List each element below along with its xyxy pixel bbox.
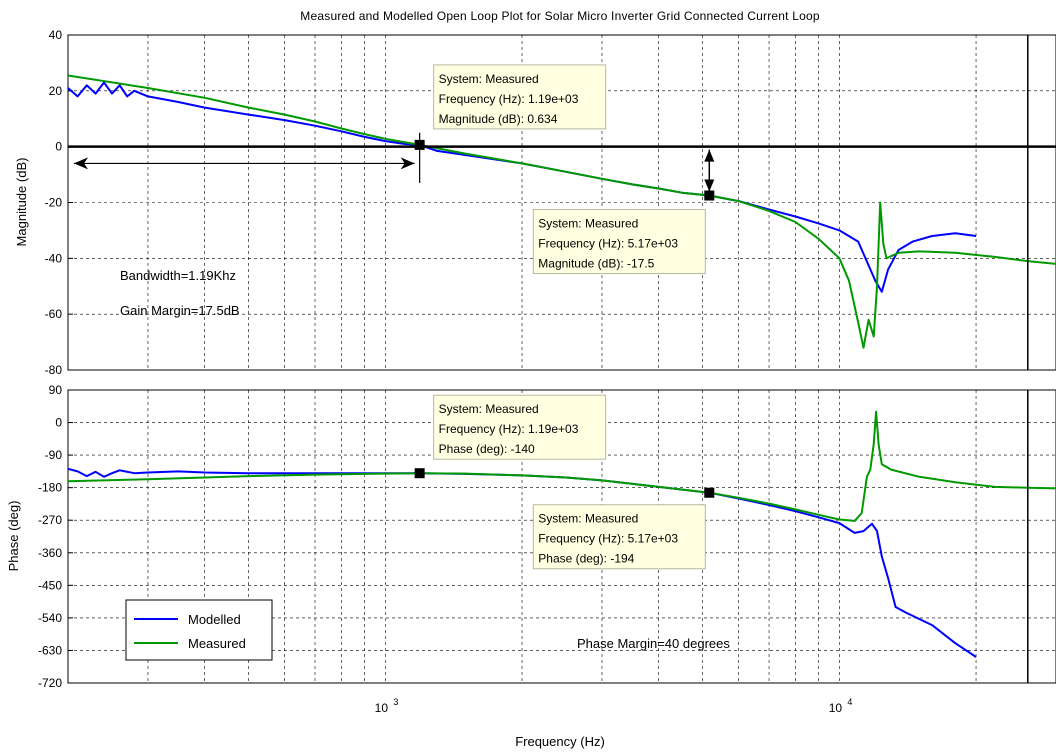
magnitude-y-tick-label: -40	[45, 251, 63, 265]
datatip-line: Phase (deg): -194	[538, 552, 634, 566]
magnitude-y-tick-label: 20	[49, 84, 63, 98]
phase-y-tick-label: 0	[55, 416, 62, 430]
gain-margin-arrow-bottom-head	[704, 179, 715, 192]
annotations-layer: Bandwidth=1.19Khz Gain Margin=17.5dB Phase…	[120, 268, 730, 651]
magnitude-measured-line	[68, 74, 1056, 349]
phase-y-tick-label: -720	[38, 676, 62, 690]
magnitude-y-tick-label: -80	[45, 363, 63, 377]
magnitude-y-tick-label: 0	[55, 140, 62, 154]
chart-title: Measured and Modelled Open Loop Plot for…	[300, 9, 820, 23]
data-marker	[414, 139, 425, 150]
datatip-box	[532, 209, 706, 275]
datatip-line: Frequency (Hz): 5.17e+03	[538, 532, 678, 546]
magnitude-overlay	[68, 35, 1056, 370]
datatip-line: Phase (deg): -140	[439, 442, 535, 456]
legend-label-modelled: Modelled	[188, 612, 241, 627]
datatip-line: System: Measured	[439, 72, 539, 86]
datatip-box	[433, 64, 607, 130]
datatip-line: System: Measured	[538, 512, 638, 526]
data-marker	[704, 487, 715, 498]
magnitude-y-tick-label: -60	[45, 307, 63, 321]
magnitude-y-ticks: 40 20 0 -20 -40 -60 -80	[45, 28, 73, 377]
magnitude-series-layer	[68, 74, 1056, 349]
phase-y-tick-label: 90	[49, 383, 63, 397]
datatip-line: Frequency (Hz): 5.17e+03	[538, 237, 678, 251]
magnitude-y-label: Magnitude (dB)	[14, 158, 29, 247]
data-marker	[414, 468, 425, 479]
datatip-box	[532, 504, 706, 570]
magnitude-modelled-line	[68, 81, 977, 293]
datatip-line: System: Measured	[439, 402, 539, 416]
x-tick-exponent: 4	[847, 697, 852, 707]
annotation-text: Bandwidth=1.19Khz	[120, 268, 236, 283]
datatip-line: Frequency (Hz): 1.19e+03	[439, 422, 579, 436]
magnitude-y-tick-label: -20	[45, 196, 63, 210]
phase-y-label: Phase (deg)	[6, 501, 21, 572]
datatip-line: System: Measured	[538, 217, 638, 231]
datatip-box	[433, 394, 607, 460]
phase-measured-line	[68, 410, 1056, 522]
gain-margin-arrow-top-head	[704, 149, 715, 162]
x-tick-base: 10	[375, 701, 389, 715]
phase-y-tick-label: -270	[38, 513, 62, 527]
phase-y-tick-label: -450	[38, 578, 62, 592]
phase-series-layer	[68, 410, 1056, 658]
phase-y-tick-label: -540	[38, 611, 62, 625]
datatip: System: Measured Frequency (Hz): 5.17e+03…	[532, 209, 706, 275]
x-axis-label: Frequency (Hz)	[515, 734, 605, 749]
annotation-text: Phase Margin=40 degrees	[577, 636, 730, 651]
annotation-text: Gain Margin=17.5dB	[120, 303, 240, 318]
legend-box	[125, 599, 273, 661]
phase-y-tick-label: -180	[38, 481, 62, 495]
x-tick-label: 10 3	[375, 697, 399, 715]
x-tick-labels: 10 3 10 4	[375, 697, 853, 715]
phase-y-tick-label: -630	[38, 643, 62, 657]
phase-y-tick-label: -360	[38, 546, 62, 560]
phase-y-ticks: 90 0 -90 -180 -270 -360 -450 -540 -630 -720	[38, 383, 73, 690]
datatip-line: Magnitude (dB): 0.634	[439, 112, 558, 126]
datatip: System: Measured Frequency (Hz): 5.17e+03…	[532, 504, 706, 570]
data-marker	[704, 190, 715, 201]
datatip-line: Frequency (Hz): 1.19e+03	[439, 92, 579, 106]
datatip: System: Measured Frequency (Hz): 1.19e+03…	[433, 394, 607, 460]
datatips-layer: System: Measured Frequency (Hz): 1.19e+03…	[414, 64, 715, 570]
bandwidth-arrow-left-head	[74, 157, 88, 170]
magnitude-y-tick-label: 40	[49, 28, 63, 42]
datatip-line: Magnitude (dB): -17.5	[538, 257, 654, 271]
x-tick-base: 10	[829, 701, 843, 715]
bandwidth-arrow-right-head	[400, 157, 415, 170]
datatip: System: Measured Frequency (Hz): 1.19e+03…	[433, 64, 607, 130]
phase-y-tick-label: -90	[45, 448, 63, 462]
legend-label-measured: Measured	[188, 636, 246, 651]
x-tick-label: 10 4	[829, 697, 853, 715]
legend[interactable]: Modelled Measured	[125, 599, 273, 661]
x-tick-exponent: 3	[393, 697, 398, 707]
